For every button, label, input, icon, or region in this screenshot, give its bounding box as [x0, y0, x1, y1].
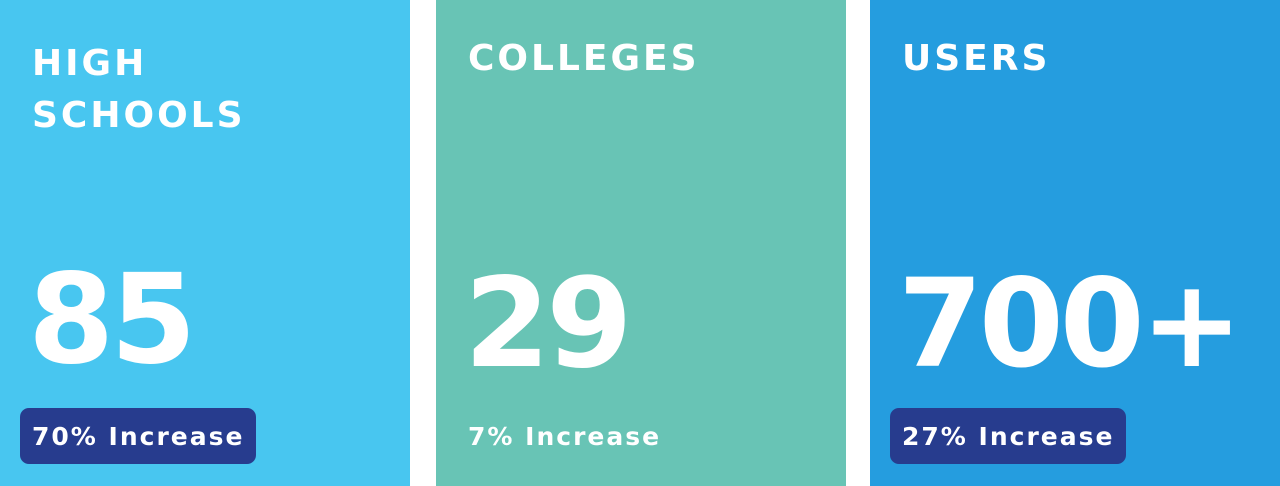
- card-title-line-2: SCHOOLS: [32, 95, 246, 136]
- colleges-card: COLLEGES 29 7% Increase: [436, 0, 846, 486]
- change-badge: 27% Increase: [890, 408, 1127, 464]
- change-label: 7% Increase: [468, 421, 662, 451]
- card-value: 85: [28, 248, 197, 392]
- users-card: USERS 700+ 27% Increase: [870, 0, 1280, 486]
- card-title-line-1: USERS: [902, 38, 1051, 79]
- card-title-line-1: HIGH: [32, 43, 148, 84]
- card-title-line-1: COLLEGES: [468, 38, 700, 79]
- change-badge: 70% Increase: [20, 408, 257, 464]
- card-title: COLLEGES: [468, 33, 700, 85]
- card-value: 700+: [898, 253, 1243, 395]
- card-value: 29: [464, 252, 633, 396]
- high-schools-card: HIGH SCHOOLS 85 70% Increase: [0, 0, 410, 486]
- card-title: USERS: [902, 33, 1050, 85]
- card-title: HIGH SCHOOLS: [32, 38, 246, 142]
